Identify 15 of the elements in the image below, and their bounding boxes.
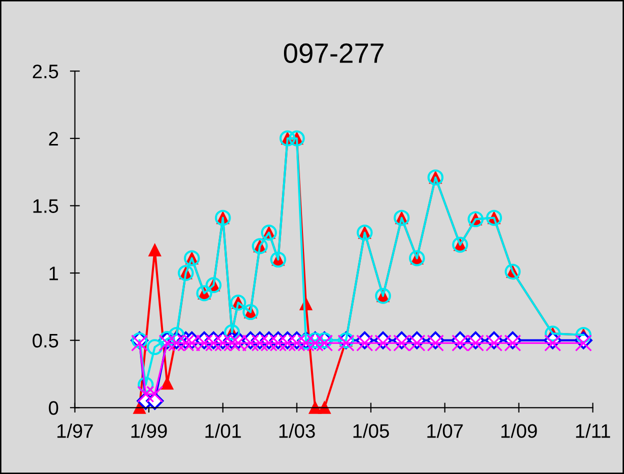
y-tick-label: 2: [49, 132, 58, 146]
x-tick-label: 1/07: [427, 424, 463, 438]
y-tick-label: 0.5: [32, 334, 58, 348]
x-tick-label: 1/97: [57, 424, 93, 438]
y-tick-label: 1.5: [33, 199, 58, 213]
x-tick-label: 1/03: [279, 424, 315, 438]
x-tick-label: 1/01: [205, 424, 241, 438]
y-tick-label: 0: [48, 401, 58, 415]
x-tick-label: 1/05: [353, 424, 389, 438]
chart-title: 097-277: [284, 43, 384, 64]
x-tick-label: 1/09: [501, 424, 537, 438]
y-tick-label: 1: [50, 266, 58, 280]
x-tick-label: 1/99: [131, 424, 167, 438]
x-tick-label: 1/11: [576, 424, 610, 438]
y-tick-label: 2.5: [32, 64, 58, 78]
